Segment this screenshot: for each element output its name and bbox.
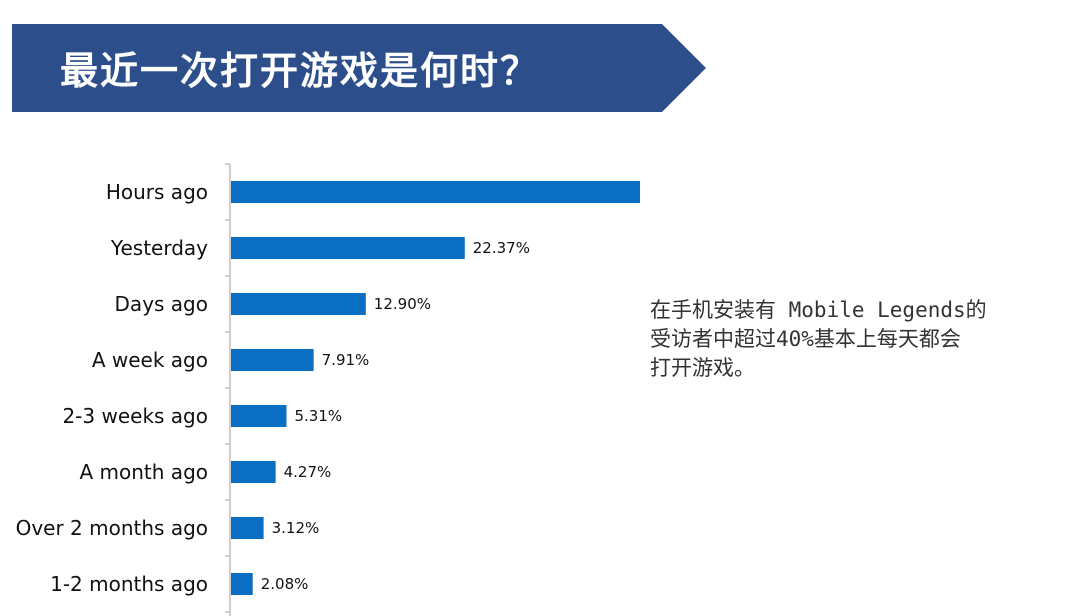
value-label: 7.91% xyxy=(322,351,370,369)
bar xyxy=(231,517,264,539)
category-label: A week ago xyxy=(92,348,208,372)
bar xyxy=(231,181,640,203)
value-label: 12.90% xyxy=(374,295,431,313)
bar xyxy=(231,293,366,315)
bar xyxy=(231,573,253,595)
value-label: 3.12% xyxy=(272,519,320,537)
value-label: 5.31% xyxy=(294,407,342,425)
bar xyxy=(231,349,314,371)
bar xyxy=(231,461,276,483)
value-label: 4.27% xyxy=(284,463,332,481)
category-label: 2-3 weeks ago xyxy=(62,404,208,428)
page-title: 最近一次打开游戏是何时？ xyxy=(60,49,541,93)
banner-shape xyxy=(0,24,706,112)
bar xyxy=(231,405,287,427)
title-banner: 最近一次打开游戏是何时？ xyxy=(0,0,1075,140)
category-label: Hours ago xyxy=(106,180,208,204)
bar xyxy=(231,237,465,259)
category-label: A month ago xyxy=(80,460,209,484)
category-label: Days ago xyxy=(115,292,208,316)
value-label: 2.08% xyxy=(261,575,309,593)
category-label: 1-2 months ago xyxy=(50,572,208,596)
value-label: 22.37% xyxy=(473,239,530,257)
insight-note: 在手机安装有 Mobile Legends的 受访者中超过40%基本上每天都会 … xyxy=(650,298,987,380)
category-label: Yesterday xyxy=(110,236,208,260)
category-label: Over 2 months ago xyxy=(16,516,208,540)
